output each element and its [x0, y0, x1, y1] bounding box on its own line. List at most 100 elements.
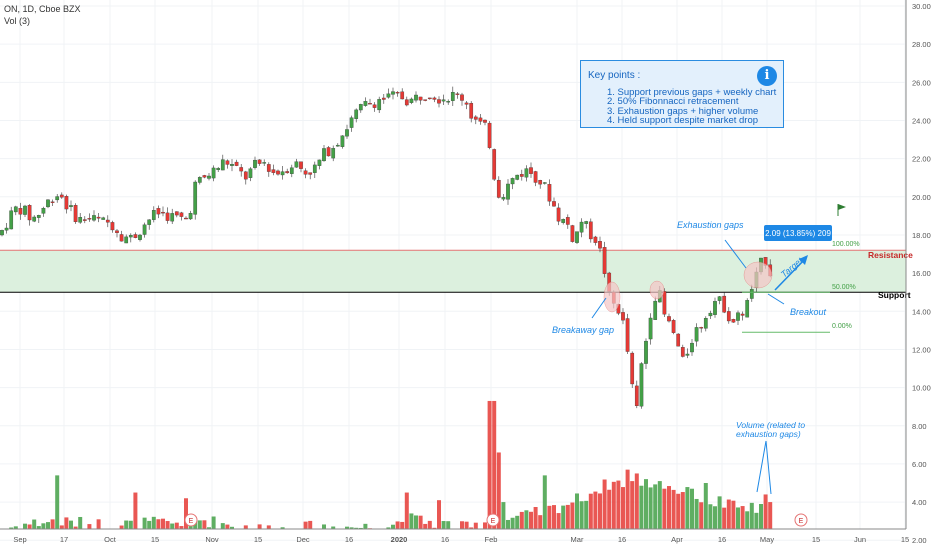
- candle-body: [303, 170, 308, 175]
- volume-bar: [165, 521, 170, 529]
- candle-body: [377, 99, 382, 111]
- candle-body: [161, 211, 165, 214]
- candle-body: [133, 234, 138, 238]
- volume-bar: [69, 520, 73, 529]
- volume-indicator-header: Vol (3): [4, 16, 31, 26]
- candle-body: [368, 103, 372, 105]
- volume-bar: [358, 527, 363, 529]
- candle-body: [680, 347, 685, 357]
- resistance-label: Resistance: [868, 250, 913, 260]
- volume-bar: [561, 505, 566, 529]
- candle-body: [266, 164, 271, 172]
- fib-50-label: 50.00%: [832, 284, 856, 291]
- candle-body: [312, 164, 317, 173]
- volume-bar: [230, 526, 234, 529]
- x-tick-label: Dec: [296, 535, 310, 544]
- y-tick-label: 28.00: [912, 40, 931, 49]
- candle-body: [414, 94, 418, 101]
- candle-body: [82, 219, 87, 221]
- candle-body: [23, 205, 27, 215]
- y-tick-label: 2.00: [912, 536, 927, 545]
- candle-body: [101, 217, 106, 220]
- volume-bar: [432, 527, 437, 529]
- volume-bar: [50, 519, 55, 529]
- volume-bar: [243, 525, 248, 529]
- candle-body: [253, 159, 257, 168]
- candle-body: [0, 230, 4, 236]
- volume-bar: [331, 526, 336, 529]
- volume-bar: [345, 526, 349, 529]
- candle-body: [179, 212, 184, 217]
- candle-body: [561, 219, 566, 223]
- volume-bar: [437, 500, 441, 529]
- volume-bar: [639, 485, 644, 529]
- volume-bar: [184, 498, 188, 529]
- candle-body: [280, 171, 285, 176]
- y-tick-label: 6.00: [912, 460, 927, 469]
- key-points-box: Key points : i 1. Support previous gaps …: [580, 60, 784, 128]
- volume-bar: [496, 452, 501, 529]
- x-tick-label: Apr: [671, 535, 683, 544]
- info-icon: i: [757, 66, 777, 86]
- volume-bar: [473, 522, 478, 529]
- volume-bar: [657, 481, 662, 529]
- volume-bar: [533, 507, 538, 529]
- candle-body: [326, 147, 331, 157]
- volume-bar: [32, 519, 37, 529]
- volume-bar: [64, 517, 69, 529]
- x-tick-label: 16: [441, 535, 449, 544]
- candle-body: [731, 319, 736, 323]
- volume-bar: [78, 516, 83, 529]
- volume-bar: [602, 479, 607, 529]
- volume-bar: [124, 520, 129, 529]
- y-tick-label: 22.00: [912, 155, 931, 164]
- candle-body: [418, 96, 423, 101]
- candle-body: [308, 172, 313, 175]
- volume-bar: [506, 519, 510, 529]
- candle-body: [690, 342, 694, 353]
- volume-bar: [662, 488, 667, 529]
- candle-body: [239, 167, 244, 172]
- candle-body: [170, 213, 175, 222]
- measure-label: 2.09 (13.85%) 209: [765, 229, 831, 238]
- candle-body: [634, 385, 639, 407]
- candle-body: [64, 196, 69, 210]
- x-tick-label: Mar: [571, 535, 584, 544]
- y-tick-label: 14.00: [912, 307, 931, 316]
- candle-body: [335, 144, 340, 147]
- x-tick-label: 15: [151, 535, 159, 544]
- key-point-1: 1. Support previous gaps + weekly chart: [607, 87, 777, 98]
- candle-body: [211, 167, 216, 179]
- x-tick-label: 16: [618, 535, 626, 544]
- volume-bar: [303, 521, 308, 529]
- candle-body: [299, 161, 303, 169]
- candle-body: [736, 312, 740, 321]
- volume-bar: [616, 480, 621, 529]
- volume-bar: [225, 524, 230, 529]
- candle-body: [441, 99, 446, 102]
- volume-bar: [73, 526, 78, 529]
- volume-bar: [556, 513, 561, 529]
- volume-bar: [676, 493, 681, 529]
- key-point-2: 2. 50% Fibonnacci retracement: [607, 96, 739, 108]
- volume-bar: [690, 488, 694, 529]
- volume-bar: [202, 520, 207, 529]
- volume-bar: [703, 483, 708, 529]
- x-tick-label: 16: [718, 535, 726, 544]
- candle-body: [317, 159, 322, 166]
- support-label: Support: [878, 290, 911, 300]
- candle-body: [156, 208, 161, 215]
- candle-body: [460, 94, 464, 101]
- volume-bar: [36, 526, 41, 529]
- volume-bar: [579, 501, 584, 529]
- volume-arrow-2: [765, 440, 772, 495]
- candle-body: [13, 206, 18, 213]
- candle-body: [147, 219, 152, 225]
- candle-body: [510, 178, 515, 185]
- key-points-title: Key points :: [588, 70, 641, 81]
- candle-body: [556, 207, 561, 222]
- candle-body: [423, 99, 428, 101]
